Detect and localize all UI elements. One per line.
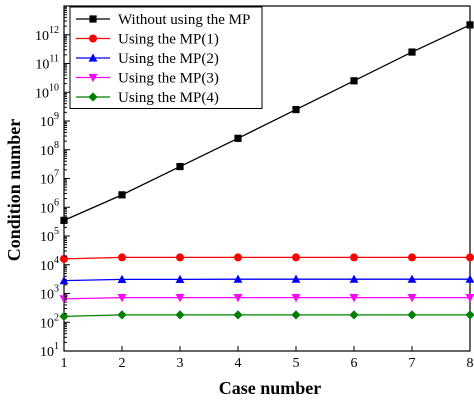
y-tick-label: 104 (40, 255, 59, 274)
data-point (233, 294, 243, 303)
data-point (465, 294, 474, 303)
x-tick-label: 3 (177, 356, 184, 371)
series-line (63, 256, 470, 260)
legend-label: Using the MP(4) (118, 90, 219, 106)
data-point (465, 274, 474, 283)
legend-label: Using the MP(3) (118, 71, 219, 87)
data-point (234, 134, 242, 142)
y-axis-title: Condition number (4, 119, 24, 262)
series-line (63, 314, 470, 318)
data-point (350, 253, 358, 262)
y-tick-label: 1012 (35, 25, 59, 44)
data-point (349, 294, 359, 303)
x-tick-label: 4 (235, 356, 242, 371)
legend-marker (88, 92, 98, 102)
legend-label: Without using the MP (118, 12, 250, 28)
y-tick-label: 107 (40, 169, 59, 188)
x-axis-title: Case number (219, 378, 322, 398)
legend: Without using the MP Using the MP(1) Using… (69, 6, 263, 109)
data-point (233, 274, 243, 283)
legend-marker (88, 73, 98, 83)
x-tick-label: 8 (467, 356, 474, 371)
legend-item: Without using the MP (76, 12, 250, 28)
data-point (118, 253, 126, 262)
series-line (63, 278, 470, 282)
series-line (63, 296, 470, 300)
y-tick-label: 1010 (35, 82, 59, 101)
data-point (117, 294, 127, 303)
data-point (176, 162, 184, 171)
series-line (63, 24, 471, 221)
data-point (118, 191, 126, 199)
y-tick-label: 109 (40, 111, 59, 130)
data-point (175, 310, 185, 320)
series-4 (59, 294, 474, 304)
data-point (407, 310, 417, 320)
x-tick-label: 5 (293, 356, 300, 371)
data-point (60, 216, 68, 224)
legend-item: Using the MP(1) (76, 32, 219, 48)
data-point (117, 310, 127, 320)
y-tick-label: 1011 (35, 54, 59, 73)
data-point (117, 274, 127, 283)
x-tick-label: 7 (409, 356, 416, 371)
y-tick-label: 108 (40, 140, 59, 159)
data-point (60, 254, 68, 263)
legend-item: Using the MP(3) (76, 71, 219, 87)
data-point (233, 310, 243, 320)
x-tick-label: 6 (351, 356, 358, 371)
series-1 (60, 21, 474, 224)
series-5 (59, 310, 474, 321)
data-point (349, 274, 359, 283)
data-point (465, 310, 474, 320)
data-point (408, 253, 416, 262)
data-point (407, 274, 417, 283)
data-point (291, 310, 301, 320)
y-tick-label: 102 (40, 312, 59, 331)
data-point (291, 274, 301, 283)
legend-marker (89, 15, 97, 23)
x-tick-label: 1 (61, 356, 68, 371)
data-point (349, 310, 359, 320)
series-3 (59, 274, 474, 285)
data-point (176, 253, 184, 262)
data-point (234, 253, 242, 262)
legend-marker (88, 53, 98, 62)
data-point (292, 253, 300, 262)
x-tick-label: 2 (119, 356, 126, 371)
data-point (408, 48, 416, 56)
data-point (292, 105, 300, 114)
y-tick-label: 105 (40, 226, 59, 245)
data-point (175, 274, 185, 283)
legend-item: Using the MP(2) (76, 51, 219, 67)
legend-marker (89, 34, 97, 43)
series-2 (60, 253, 474, 263)
data-point (291, 294, 301, 303)
data-point (59, 311, 69, 321)
data-point (407, 294, 417, 303)
data-point (175, 294, 185, 303)
y-tick-label: 101 (40, 341, 59, 360)
data-point (466, 21, 474, 29)
data-point (350, 77, 358, 85)
y-tick-label: 103 (40, 284, 59, 303)
legend-label: Using the MP(1) (118, 32, 219, 48)
y-tick-label: 106 (40, 197, 59, 216)
data-point (466, 253, 474, 262)
legend-item: Using the MP(4) (76, 90, 219, 106)
legend-label: Using the MP(2) (118, 51, 219, 67)
